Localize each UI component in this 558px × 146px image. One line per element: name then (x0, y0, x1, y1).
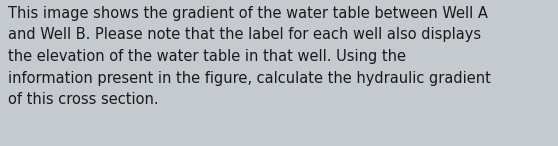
Text: This image shows the gradient of the water table between Well A
and Well B. Plea: This image shows the gradient of the wat… (8, 6, 490, 107)
